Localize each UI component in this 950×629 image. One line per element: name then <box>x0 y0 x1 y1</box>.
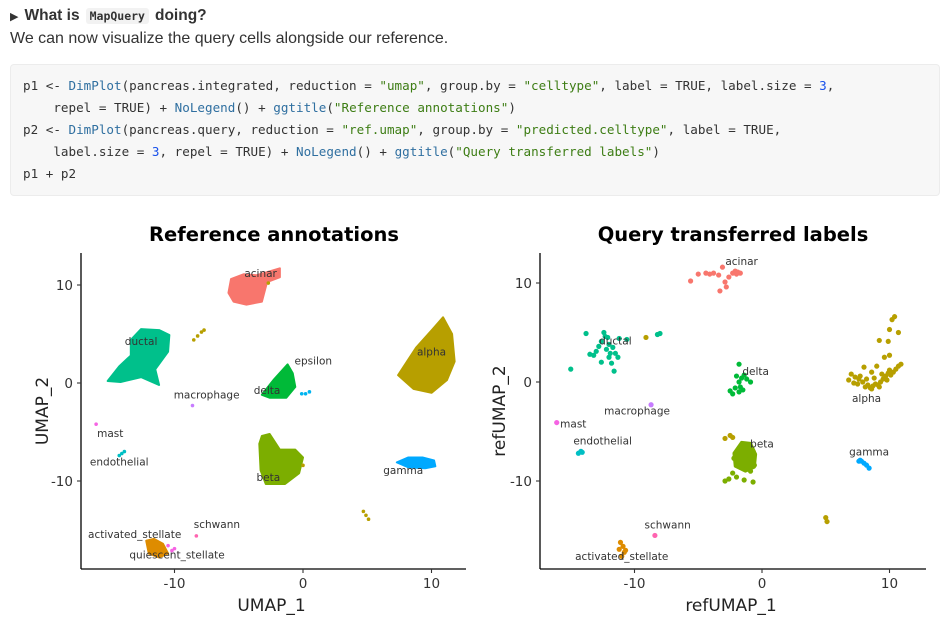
cluster-label: schwann <box>645 520 691 532</box>
details-summary[interactable]: ▶ What is MapQuery doing? <box>10 7 207 25</box>
cluster-gamma <box>856 457 872 471</box>
y-tick-label: 0 <box>64 376 73 392</box>
cluster-mast <box>554 419 560 426</box>
x-tick-label: 10 <box>423 576 440 592</box>
code-content: p1 <- DimPlot(pancreas.integrated, reduc… <box>11 65 939 195</box>
cluster-label: activated_stellate <box>88 529 181 541</box>
x-tick-label: -10 <box>623 576 645 592</box>
cluster-label: beta <box>256 472 280 484</box>
code-line: p1 <- DimPlot(pancreas.integrated, reduc… <box>23 78 835 93</box>
summary-suffix: doing? <box>154 7 207 24</box>
cluster-endothelial <box>575 448 585 456</box>
cluster-misc-alpha <box>191 281 371 522</box>
cluster-mast <box>94 422 98 426</box>
cluster-gamma <box>395 456 437 470</box>
y-tick-label: 10 <box>515 276 532 292</box>
cluster-label: mast <box>97 428 123 440</box>
cluster-label: macrophage <box>174 390 240 402</box>
y-tick-label: 0 <box>523 375 532 391</box>
intro-paragraph: We can now visualize the query cells alo… <box>10 30 449 47</box>
code-line: repel = TRUE) + NoLegend() + ggtitle("Re… <box>23 100 516 115</box>
cluster-alpha <box>643 314 904 392</box>
y-axis-label: refUMAP_2 <box>490 365 510 456</box>
cluster-label: quiescent_stellate <box>129 549 224 561</box>
x-tick-label: 0 <box>299 576 308 592</box>
cluster-macrophage <box>190 403 195 408</box>
cluster-label: endothelial <box>90 456 149 468</box>
code-line: label.size = 3, repel = TRUE) + NoLegend… <box>23 144 660 159</box>
cluster-beta <box>258 432 304 485</box>
cluster-label: activated_stellate <box>575 551 668 563</box>
cluster-acinar <box>227 267 281 306</box>
inline-code-mapquery: MapQuery <box>85 8 149 24</box>
y-tick-label: -10 <box>510 474 532 490</box>
cluster-label: acinar <box>725 256 758 268</box>
cluster-label: gamma <box>383 465 423 477</box>
cluster-schwann <box>652 532 658 539</box>
cluster-label: delta <box>254 385 281 397</box>
cluster-endothelial <box>117 449 127 458</box>
umap-panel-2: Query transferred labels acinar ductal delt… <box>490 223 926 616</box>
code-line: p1 + p2 <box>23 166 77 181</box>
cluster-label: macrophage <box>604 406 670 418</box>
cluster-label: acinar <box>244 268 277 280</box>
code-block: p1 <- DimPlot(pancreas.integrated, reduc… <box>10 64 940 196</box>
cluster-label: gamma <box>849 446 889 458</box>
x-axis-label: UMAP_1 <box>237 596 305 616</box>
cluster-label: schwann <box>194 519 240 531</box>
summary-prefix: What is <box>24 7 80 24</box>
x-tick-label: -10 <box>163 576 185 592</box>
cluster-label: endothelial <box>573 435 632 447</box>
cluster-label: ductal <box>125 336 158 348</box>
y-tick-label: -10 <box>51 474 73 490</box>
plots-figure: Reference annotations acinar ductal epsilon… <box>0 200 950 624</box>
cluster-label: ductal <box>599 335 632 347</box>
cluster-label: alpha <box>417 347 446 359</box>
y-axis-label: UMAP_2 <box>33 377 53 445</box>
cluster-alpha <box>397 316 456 394</box>
cluster-beta <box>722 440 758 485</box>
umap-panel-1: Reference annotations acinar ductal epsilon… <box>33 223 466 616</box>
y-tick-label: 10 <box>56 278 73 294</box>
x-axis-label: refUMAP_1 <box>685 596 776 616</box>
cluster-quiescent-stellate <box>166 543 177 553</box>
x-tick-label: 0 <box>758 576 767 592</box>
code-line: p2 <- DimPlot(pancreas.query, reduction … <box>23 122 782 137</box>
plot-title: Query transferred labels <box>598 223 869 246</box>
cluster-acinar <box>688 264 743 294</box>
cluster-epsilon <box>299 390 312 396</box>
cluster-label: alpha <box>852 393 881 405</box>
triangle-right-icon[interactable]: ▶ <box>10 10 19 23</box>
cluster-ductal <box>106 328 171 386</box>
plot-title: Reference annotations <box>149 223 399 246</box>
cluster-label: mast <box>560 419 586 431</box>
cluster-schwann <box>194 534 199 538</box>
cluster-misc-alpha <box>722 432 830 525</box>
cluster-delta <box>727 361 754 397</box>
cluster-label: epsilon <box>295 355 333 367</box>
cluster-macrophage <box>648 402 654 408</box>
cluster-activated-stellate <box>145 537 170 559</box>
cluster-delta <box>260 363 297 399</box>
cluster-label: delta <box>742 366 769 378</box>
cluster-label: beta <box>750 438 774 450</box>
umap-plots-svg: Reference annotations acinar ductal epsilon… <box>33 223 926 616</box>
x-tick-label: 10 <box>881 576 898 592</box>
cluster-activated-stellate <box>616 539 629 559</box>
cluster-ductal <box>568 329 663 374</box>
